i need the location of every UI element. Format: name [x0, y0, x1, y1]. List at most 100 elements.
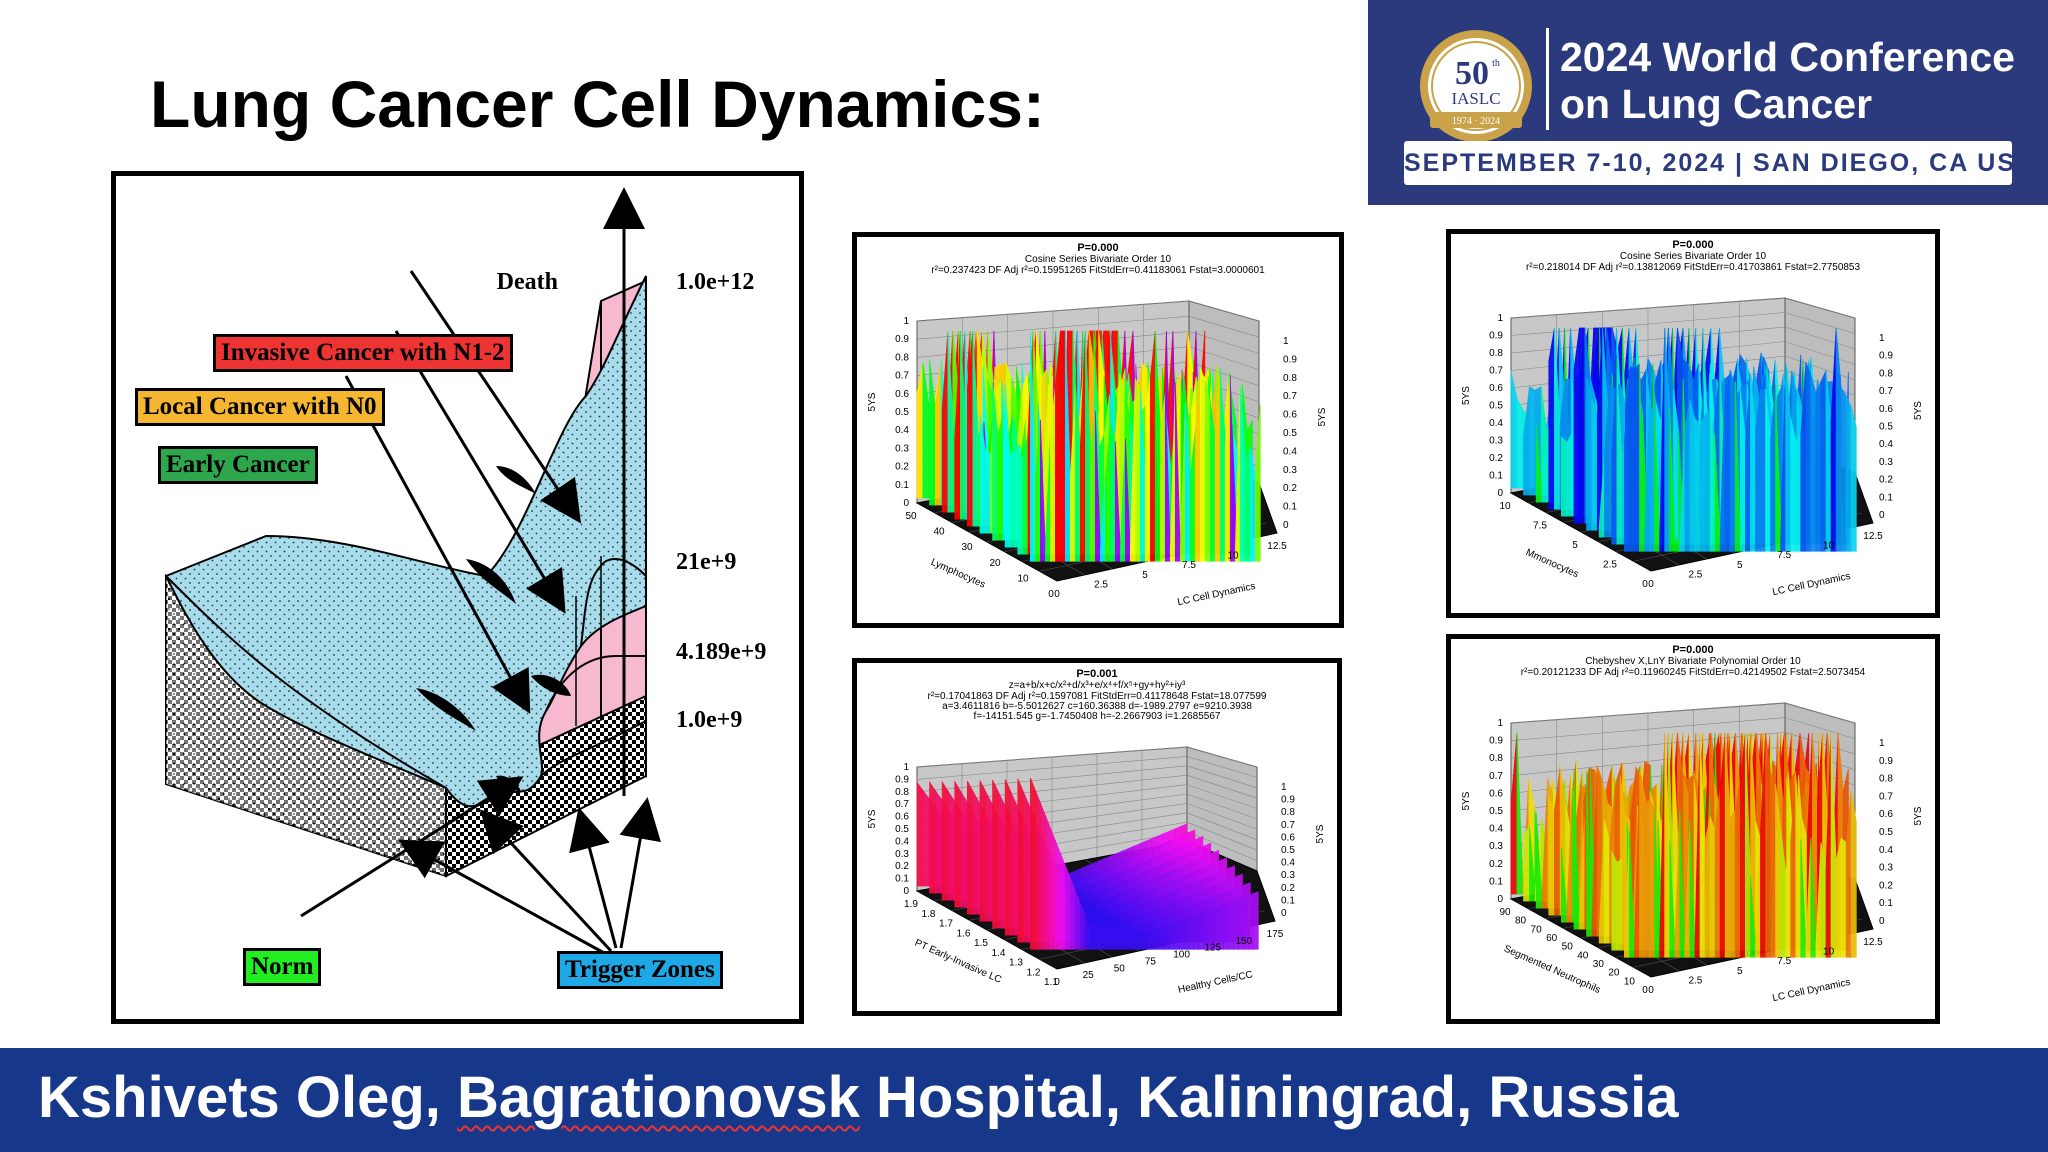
fit-title: Cosine Series Bivariate Order 10: [1025, 254, 1172, 265]
z-tick-left: 1: [1497, 313, 1503, 324]
y-tick: 0: [1648, 985, 1654, 996]
z-axis-label-left: 5YS: [1461, 791, 1472, 810]
z-tick-right: 0.9: [1879, 756, 1893, 767]
z-tick-left: 0.4: [1489, 418, 1503, 429]
conference-dates: SEPTEMBER 7-10, 2024 | SAN DIEGO, CA USA: [1404, 141, 2034, 185]
y-tick: 10: [1823, 947, 1835, 958]
z-tick-right: 0.8: [1879, 774, 1893, 785]
y-tick: 0: [1054, 977, 1060, 988]
seal-org: IASLC: [1451, 89, 1500, 108]
z-tick-left: 0.5: [895, 824, 909, 835]
y-tick: 7.5: [1777, 550, 1791, 561]
p-value: P=0.000: [1672, 644, 1713, 656]
z-tick-right: 0.9: [1879, 351, 1893, 362]
banner-divider: [1546, 28, 1549, 130]
z-tick-right: 0.5: [1879, 827, 1893, 838]
z-axis-label-right: 5YS: [1913, 401, 1924, 420]
conference-line-1: 2024 World Conference: [1560, 34, 2015, 80]
z-tick-left: 0.4: [895, 425, 909, 436]
z-tick-left: 0.3: [895, 849, 909, 860]
z-tick-right: 1: [1879, 333, 1885, 344]
z-tick-right: 0.2: [1879, 475, 1893, 486]
cancer-dynamics-diagram: Death 1.0e+12 21e+9 4.189e+9 1.0e+9 Inva…: [111, 171, 804, 1024]
z-tick-left: 0: [1497, 488, 1503, 499]
footer-bar: Kshivets Oleg, Bagrationovsk Hospital, K…: [0, 1048, 2048, 1152]
z-tick-left: 0.7: [1489, 771, 1503, 782]
x-tick: 1.4: [992, 948, 1006, 959]
x-tick: 1.9: [904, 899, 918, 910]
z-tick-left: 0.6: [895, 812, 909, 823]
seal-number: 50: [1455, 55, 1489, 92]
fit-title: z=a+b/x+c/x²+d/x³+e/x⁴+f/x⁵+gy+hy²+iy³: [1009, 680, 1186, 691]
z-tick-right: 0.4: [1281, 858, 1295, 869]
z-tick-right: 0.6: [1879, 404, 1893, 415]
z-tick-right: 0.6: [1879, 809, 1893, 820]
z-tick-right: 0.3: [1879, 457, 1893, 468]
death-label: Death: [497, 269, 558, 295]
surface-plot-monocytes: P=0.000 Cosine Series Bivariate Order 10 r…: [1446, 229, 1940, 618]
z-tick-right: 0.2: [1283, 483, 1297, 494]
invasive-cancer-label: Invasive Cancer with N1-2: [213, 334, 513, 372]
level-21e9: 21e+9: [676, 549, 736, 575]
z-tick-left: 0.1: [1489, 876, 1503, 887]
fit-stats: r²=0.218014 DF Adj r²=0.13812069 FitStdE…: [1526, 262, 1861, 273]
z-tick-left: 1: [903, 316, 909, 327]
local-cancer-label: Local Cancer with N0: [135, 388, 385, 426]
x-tick: 1.2: [1027, 967, 1041, 978]
fit-title: Chebyshev X,LnY Bivariate Polynomial Ord…: [1585, 656, 1801, 667]
y-tick: 0: [1054, 589, 1060, 600]
z-axis-label-right: 5YS: [1913, 806, 1924, 825]
z-tick-right: 0: [1879, 916, 1885, 927]
z-tick-right: 0.1: [1879, 492, 1893, 503]
level-4189e9: 4.189e+9: [676, 639, 766, 665]
x-tick: 40: [933, 527, 945, 538]
x-tick: 70: [1531, 924, 1543, 935]
z-tick-right: 0.9: [1281, 795, 1295, 806]
fit-stats: r²=0.237423 DF Adj r²=0.15951265 FitStdE…: [931, 265, 1265, 276]
x-tick: 30: [961, 542, 973, 553]
x-tick: 7.5: [1533, 521, 1547, 532]
footer-spellcheck-word: Bagrationovsk: [457, 1065, 860, 1130]
y-tick: 7.5: [1777, 956, 1791, 967]
y-tick: 2.5: [1688, 569, 1702, 580]
z-tick-left: 0.5: [1489, 806, 1503, 817]
footer-location: Hospital, Kaliningrad, Russia: [859, 1065, 1679, 1130]
z-tick-right: 0.9: [1283, 354, 1297, 365]
y-tick: 5: [1142, 570, 1148, 581]
z-tick-right: 0.1: [1283, 502, 1297, 513]
z-tick-left: 0.4: [1489, 824, 1503, 835]
z-tick-left: 0.7: [895, 371, 909, 382]
x-tick: 50: [1562, 942, 1574, 953]
y-tick: 150: [1236, 936, 1253, 947]
y-tick: 2.5: [1688, 975, 1702, 986]
fit-coefficients-2: f=-14151.545 g=-1.7450408 h=-2.2667903 i…: [974, 711, 1221, 722]
z-tick-right: 0: [1281, 908, 1287, 919]
z-tick-left: 0.5: [1489, 401, 1503, 412]
surface-plot-neutrophils: P=0.000 Chebyshev X,LnY Bivariate Polynom…: [1446, 634, 1940, 1024]
z-tick-right: 0.4: [1879, 439, 1893, 450]
z-tick-left: 0.7: [1489, 366, 1503, 377]
x-tick: 10: [1017, 573, 1029, 584]
y-tick: 10: [1823, 541, 1835, 552]
z-tick-left: 0.8: [895, 352, 909, 363]
x-tick: 0: [1048, 589, 1054, 600]
y-tick: 7.5: [1182, 560, 1196, 571]
y-axis-label: Healthy Cells/CC: [1177, 969, 1254, 996]
z-tick-left: 0.7: [895, 799, 909, 810]
z-tick-left: 0.9: [1489, 736, 1503, 747]
z-tick-left: 1: [1497, 718, 1503, 729]
x-tick: 2.5: [1603, 560, 1617, 571]
x-tick: 1.3: [1009, 958, 1023, 969]
z-tick-right: 0.2: [1879, 880, 1893, 891]
x-axis-label: Lymphocytes: [929, 557, 987, 591]
early-cancer-label: Early Cancer: [158, 446, 318, 484]
z-tick-left: 0.2: [895, 861, 909, 872]
x-tick: 20: [1608, 968, 1620, 979]
z-axis-label-right: 5YS: [1317, 407, 1328, 426]
z-tick-right: 0.1: [1281, 895, 1295, 906]
norm-label: Norm: [243, 948, 322, 986]
z-tick-right: 0.8: [1283, 373, 1297, 384]
z-tick-left: 1: [903, 762, 909, 773]
z-tick-left: 0.1: [1489, 471, 1503, 482]
